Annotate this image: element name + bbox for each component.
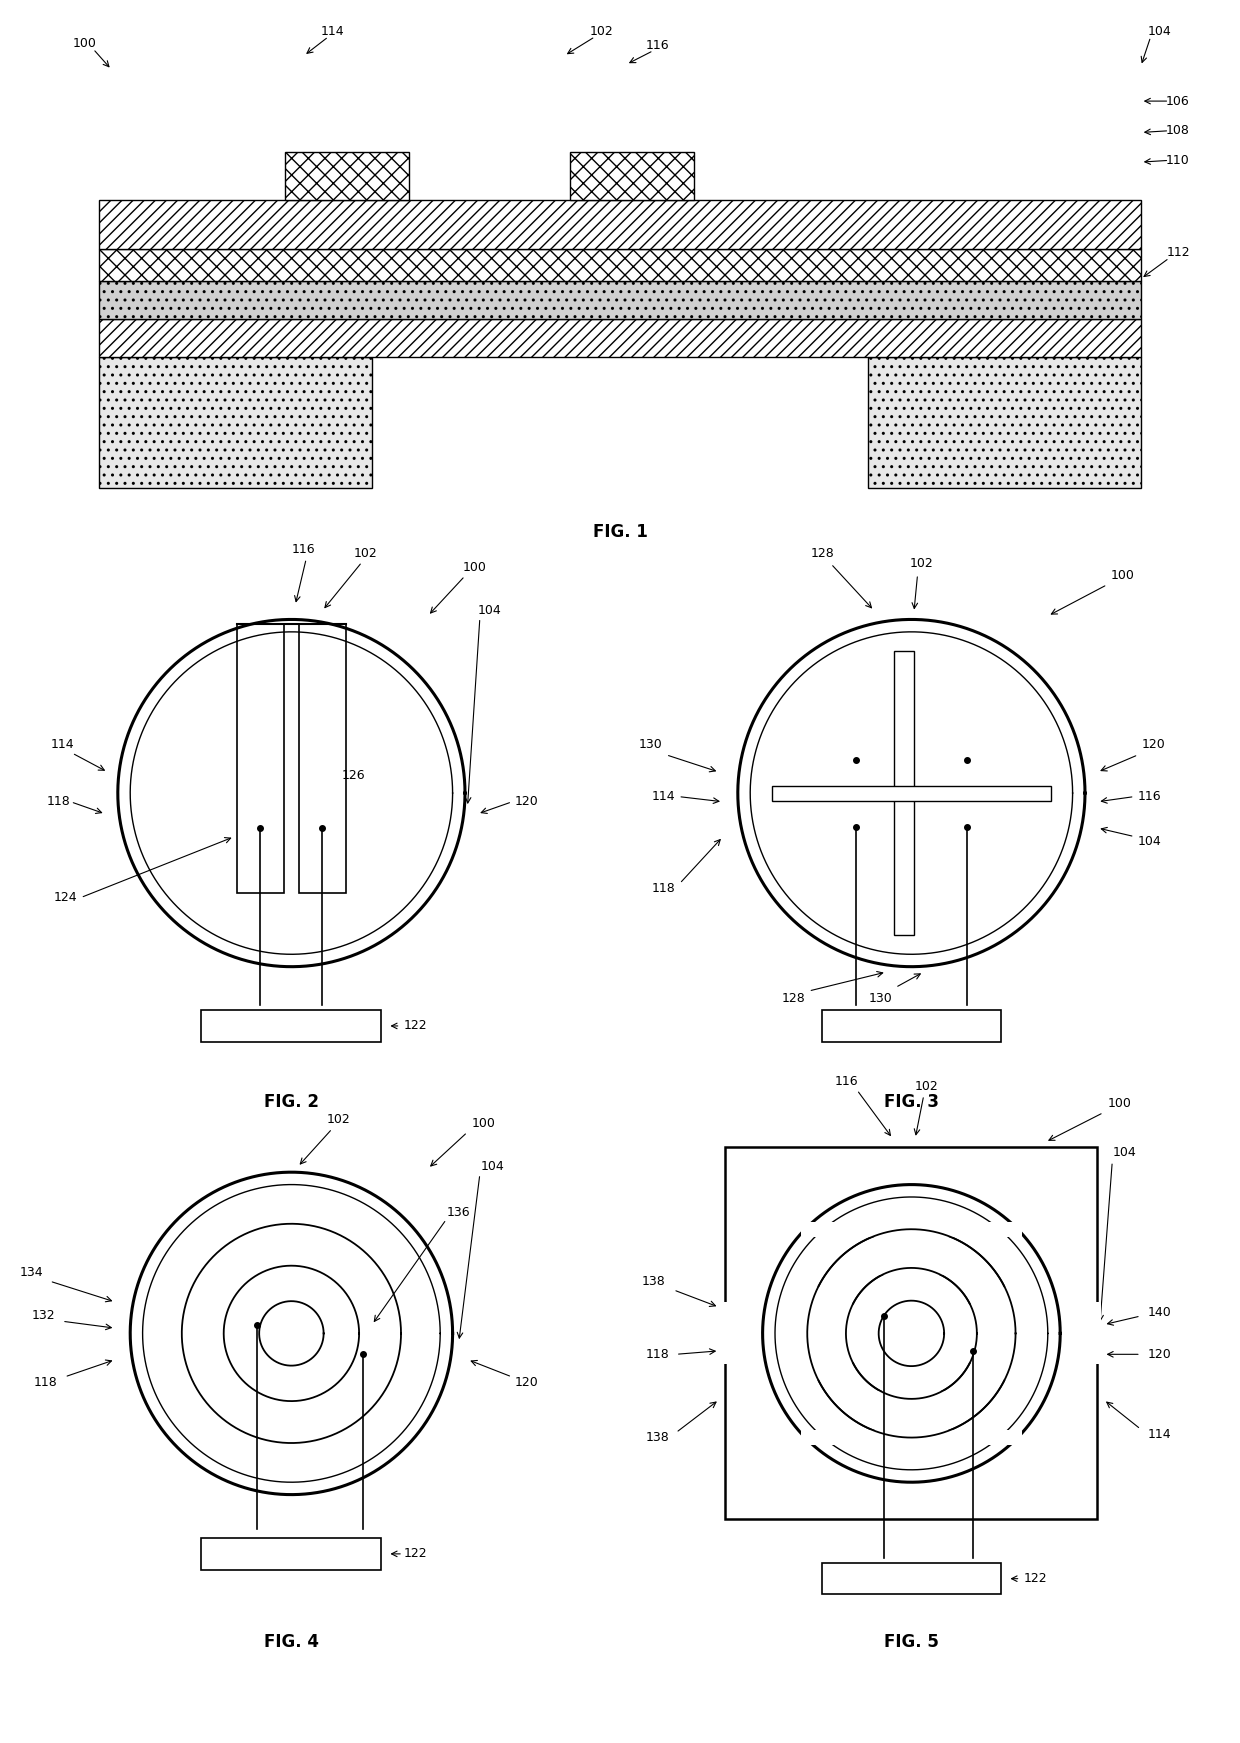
Bar [99, 200, 1141, 249]
Text: 100: 100 [1107, 1098, 1132, 1110]
Bar [570, 152, 694, 200]
Bar [821, 1563, 1002, 1595]
Bar [299, 624, 346, 892]
Bar [801, 1429, 1022, 1445]
Text: 104: 104 [1112, 1147, 1137, 1159]
Text: 130: 130 [868, 992, 893, 1004]
Text: 108: 108 [1166, 124, 1190, 138]
Text: 100: 100 [1110, 570, 1135, 582]
Text: 128: 128 [781, 992, 806, 1004]
Bar [839, 1391, 983, 1407]
Text: FIG. 3: FIG. 3 [884, 1093, 939, 1110]
Bar [771, 786, 1052, 800]
Text: 114: 114 [50, 737, 74, 751]
Text: FIG. 5: FIG. 5 [884, 1633, 939, 1651]
Bar [285, 152, 409, 200]
Bar [801, 1222, 1022, 1238]
Text: 122: 122 [403, 1548, 428, 1560]
Text: FIG. 1: FIG. 1 [593, 523, 647, 540]
Bar [237, 624, 284, 892]
Bar [839, 1260, 983, 1276]
Text: 100: 100 [72, 37, 97, 51]
Bar [99, 281, 1141, 319]
Bar [723, 1302, 754, 1365]
Text: 120: 120 [1147, 1347, 1172, 1361]
Text: 104: 104 [1147, 24, 1172, 38]
Text: 100: 100 [463, 561, 487, 573]
Text: 118: 118 [46, 795, 71, 809]
Text: 122: 122 [1023, 1572, 1048, 1584]
Text: 104: 104 [477, 605, 502, 617]
Bar [201, 1537, 381, 1569]
Text: FIG. 4: FIG. 4 [264, 1633, 319, 1651]
Bar [821, 1011, 1002, 1042]
Text: 130: 130 [639, 737, 663, 751]
Bar [99, 249, 1141, 281]
Text: 136: 136 [446, 1206, 471, 1218]
Text: 118: 118 [645, 1347, 670, 1361]
Text: 116: 116 [835, 1075, 859, 1088]
Text: 120: 120 [515, 795, 539, 809]
Bar [99, 357, 372, 488]
Text: 128: 128 [810, 547, 835, 560]
Text: FIG. 2: FIG. 2 [264, 1093, 319, 1110]
Text: 138: 138 [641, 1274, 666, 1288]
Text: 106: 106 [1166, 94, 1190, 108]
Bar [725, 1147, 1097, 1520]
Text: 102: 102 [914, 1081, 939, 1093]
Text: 116: 116 [291, 544, 316, 556]
Text: 120: 120 [515, 1375, 539, 1389]
Text: 140: 140 [1147, 1306, 1172, 1319]
Text: 114: 114 [651, 790, 676, 804]
Text: 104: 104 [1137, 835, 1162, 849]
Text: 126: 126 [341, 769, 366, 783]
Text: 102: 102 [909, 558, 934, 570]
Bar [1070, 1302, 1101, 1365]
Text: 102: 102 [326, 1114, 351, 1126]
Text: 116: 116 [645, 38, 670, 52]
Text: 102: 102 [353, 547, 378, 560]
Text: 118: 118 [651, 882, 676, 896]
Text: 114: 114 [1147, 1428, 1172, 1441]
Bar [99, 319, 1141, 357]
Text: 120: 120 [1141, 737, 1166, 751]
Bar [894, 652, 914, 934]
Text: 104: 104 [480, 1161, 505, 1173]
Text: 124: 124 [53, 891, 78, 905]
Bar [868, 357, 1141, 488]
Text: 132: 132 [31, 1309, 56, 1323]
Text: 114: 114 [320, 24, 345, 38]
Text: 134: 134 [19, 1265, 43, 1279]
Text: 122: 122 [403, 1020, 428, 1032]
Text: 112: 112 [1166, 246, 1190, 260]
Text: 110: 110 [1166, 153, 1190, 167]
Bar [201, 1011, 381, 1042]
Text: 118: 118 [33, 1375, 58, 1389]
Text: 138: 138 [645, 1431, 670, 1445]
Text: 116: 116 [1137, 790, 1162, 804]
Text: 102: 102 [589, 24, 614, 38]
Text: 100: 100 [471, 1117, 496, 1129]
